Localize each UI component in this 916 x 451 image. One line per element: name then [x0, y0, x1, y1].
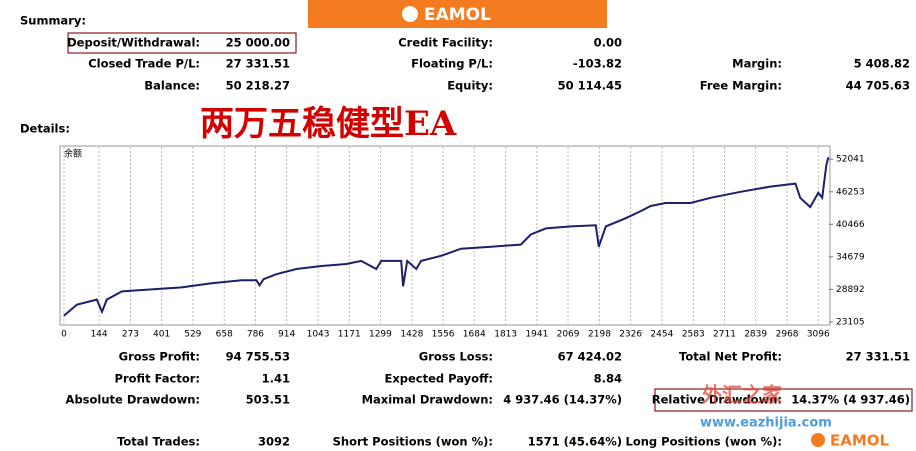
stats: Deposit/Withdrawal: 25 000.00 Credit Facil… — [66, 36, 910, 449]
brand-icon — [811, 433, 825, 447]
stat-value: 0.00 — [594, 36, 622, 50]
y-tick-label: 40466 — [836, 220, 865, 230]
chart: 0 144 273 401 529 658 786 914 1043 1171 1299 1428 15… — [61, 147, 865, 340]
stat-value: 503.51 — [246, 393, 290, 407]
stat-value: 3092 — [258, 435, 290, 449]
stat-value: 8.84 — [594, 372, 622, 386]
x-tick-label: 401 — [153, 330, 170, 340]
stat-label: Credit Facility: — [398, 36, 493, 50]
y-tick-label: 46253 — [836, 187, 865, 197]
stat-value: 44 705.63 — [846, 79, 910, 93]
stat-value: 5 408.82 — [854, 57, 910, 71]
chart-label: 余额 — [64, 148, 82, 160]
x-tick-label: 144 — [90, 330, 107, 340]
x-tick-label: 786 — [247, 330, 264, 340]
section-label: Summary: — [20, 14, 86, 28]
stat-value: 4 937.46 (14.37%) — [503, 393, 622, 407]
stat-label: Absolute Drawdown: — [66, 393, 200, 407]
y-tick-label: 34679 — [836, 252, 865, 262]
highlight-box — [67, 32, 297, 54]
stat-label: Margin: — [732, 57, 782, 71]
highlight-box — [654, 388, 913, 412]
stat-label: Closed Trade P/L: — [88, 57, 200, 71]
stat-label: Profit Factor: — [115, 372, 200, 386]
stat-value: 1571 (45.64%) — [528, 435, 622, 449]
brand-name: EAMOL — [830, 432, 890, 450]
brand-badge — [802, 429, 916, 451]
stat-value: 27 331.51 — [846, 350, 910, 364]
stat-label: Long Positions (won %): — [626, 435, 783, 449]
stat-label: Relative Drawdown: — [652, 393, 782, 407]
x-tick-label: 1043 — [307, 330, 330, 340]
y-tick-label: 28892 — [836, 285, 865, 295]
x-tick-label: 2454 — [650, 330, 673, 340]
stat-value: 27 331.51 — [226, 57, 290, 71]
stat-value: 1.41 — [262, 372, 290, 386]
y-tick-label: 23105 — [836, 317, 865, 327]
x-tick-label: 273 — [122, 330, 139, 340]
stat-label: Maximal Drawdown: — [362, 393, 493, 407]
x-tick-label: 2583 — [682, 330, 705, 340]
chart-frame — [59, 145, 831, 326]
stat-label: Free Margin: — [700, 79, 782, 93]
watermark: www.eazhijia.com — [700, 416, 832, 431]
stat-label: Floating P/L: — [411, 57, 493, 71]
brand-icon — [402, 6, 418, 22]
stat-label: Short Positions (won %): — [333, 435, 493, 449]
stat-value: 25 000.00 — [226, 36, 290, 50]
x-tick-label: 914 — [278, 330, 295, 340]
stat-label: Total Trades: — [117, 435, 200, 449]
x-tick-label: 2711 — [713, 330, 736, 340]
stat-label: Expected Payoff: — [385, 372, 494, 386]
x-tick-label: 1684 — [463, 330, 486, 340]
x-tick-label: 1813 — [494, 330, 517, 340]
x-tick-label: 1941 — [525, 330, 548, 340]
x-tick-label: 2069 — [557, 330, 580, 340]
stat-label: Gross Profit: — [119, 350, 200, 364]
stat-value: 94 755.53 — [226, 350, 290, 364]
x-tick-label: 529 — [184, 330, 201, 340]
x-tick-label: 658 — [216, 330, 233, 340]
headline: 两万五稳健型EA — [200, 104, 457, 144]
stat-value: -103.82 — [573, 57, 622, 71]
balance-line — [63, 156, 830, 317]
stat-value: 50 114.45 — [558, 79, 622, 93]
x-tick-label: 1428 — [400, 330, 423, 340]
x-tick-label: 3096 — [807, 330, 830, 340]
brand-banner — [308, 0, 607, 28]
y-tick-label: 52041 — [836, 155, 865, 165]
stat-label: Equity: — [447, 79, 493, 93]
x-tick-label: 1556 — [432, 330, 455, 340]
stat-value: 67 424.02 — [558, 350, 622, 364]
watermark: 外汇之家 — [702, 383, 783, 407]
x-tick-label: 2968 — [776, 330, 799, 340]
stat-label: Balance: — [144, 79, 200, 93]
stat-value: 14.37% (4 937.46) — [791, 393, 910, 407]
stat-label: Total Net Profit: — [679, 350, 782, 364]
x-tick-label: 2839 — [744, 330, 767, 340]
x-tick-label: 1171 — [338, 330, 361, 340]
x-tick-label: 0 — [61, 330, 67, 340]
x-tick-label: 1299 — [369, 330, 392, 340]
x-tick-label: 2198 — [588, 330, 611, 340]
stat-value: 50 218.27 — [226, 79, 290, 93]
brand-name: EAMOL — [424, 5, 491, 25]
stat-label: Gross Loss: — [419, 350, 493, 364]
section-label: Details: — [20, 122, 70, 136]
x-tick-label: 2326 — [619, 330, 642, 340]
stat-label: Deposit/Withdrawal: — [67, 36, 200, 50]
